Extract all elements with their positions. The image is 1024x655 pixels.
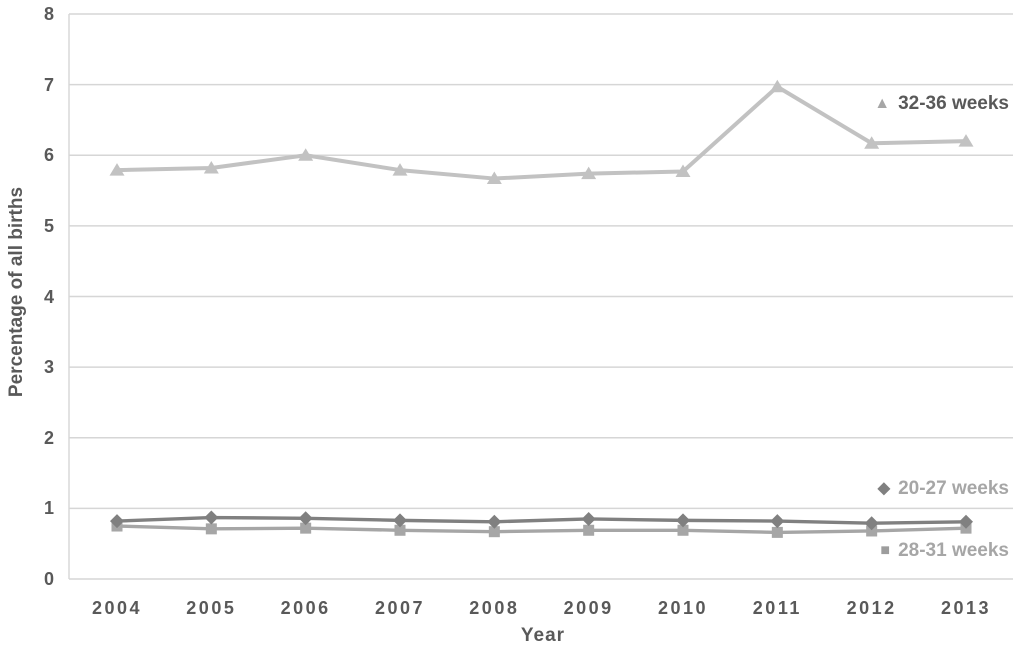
y-tick-label: 0 (43, 569, 54, 589)
diamond-marker (864, 516, 879, 531)
series-label-text: 20-27 weeks (898, 478, 1009, 499)
series-label-text: 32-36 weeks (898, 93, 1009, 114)
x-tick-label: 2012 (846, 598, 897, 618)
series-label-28-31-weeks: ■ 28-31 weeks (880, 539, 1009, 563)
x-tick-label: 2006 (280, 598, 331, 618)
diamond-marker (393, 513, 407, 528)
series-label-32-36-weeks: ▲ 32-36 weeks (874, 92, 1009, 116)
x-tick-label: 2007 (374, 598, 426, 618)
square-marker-icon: ■ (880, 542, 891, 559)
series-line (116, 524, 967, 535)
x-tick-label: 2009 (563, 598, 614, 618)
square-marker (583, 524, 595, 536)
square-marker (488, 526, 500, 538)
triangle-marker (769, 79, 785, 93)
diamond-marker (204, 510, 219, 525)
triangle-marker (203, 160, 219, 174)
x-tick-label: 2004 (91, 598, 143, 618)
diamond-marker-icon: ◆ (877, 480, 891, 497)
series-32-36-weeks (109, 79, 974, 185)
triangle-marker (392, 163, 408, 176)
diamond-marker (110, 514, 124, 529)
y-tick-label: 3 (43, 357, 54, 378)
x-tick-label: 2008 (469, 598, 520, 618)
series-label-20-27-weeks: ◆ 20-27 weeks (878, 477, 1009, 501)
triangle-marker (864, 136, 880, 149)
y-tick-label: 8 (43, 4, 54, 24)
x-axis-title: Year (520, 625, 566, 646)
square-marker (771, 526, 783, 538)
x-tick-label: 2005 (186, 598, 237, 618)
series-label-text: 28-31 weeks (898, 540, 1009, 561)
series-20-27-weeks (110, 510, 973, 531)
y-tick-label: 5 (43, 215, 54, 236)
y-tick-label: 7 (43, 74, 54, 95)
diamond-marker (581, 511, 596, 526)
triangle-marker (109, 163, 125, 176)
square-marker (300, 522, 312, 534)
square-marker (866, 525, 878, 537)
diamond-marker (487, 514, 502, 529)
x-tick-label: 2010 (657, 598, 709, 618)
y-tick-label: 6 (43, 145, 54, 166)
square-marker (205, 523, 217, 535)
x-tick-label: 2011 (752, 598, 802, 618)
square-marker (677, 524, 689, 536)
triangle-marker (675, 164, 691, 177)
x-tick-label: 2013 (940, 598, 992, 618)
series-line (116, 84, 967, 181)
triangle-marker (958, 134, 974, 147)
triangle-marker (298, 148, 314, 161)
diamond-marker (959, 514, 973, 529)
triangle-marker-icon: ▲ (874, 95, 891, 112)
triangle-marker (581, 166, 597, 180)
diamond-marker (770, 514, 785, 529)
gridlines (68, 13, 1013, 580)
series-line (116, 515, 967, 525)
triangle-marker (486, 171, 502, 185)
square-marker (394, 524, 406, 536)
diamond-marker (676, 513, 690, 528)
y-tick-label: 4 (43, 286, 54, 307)
diamond-marker (298, 511, 313, 526)
y-tick-label: 2 (43, 427, 54, 448)
y-tick-label: 1 (43, 498, 54, 519)
